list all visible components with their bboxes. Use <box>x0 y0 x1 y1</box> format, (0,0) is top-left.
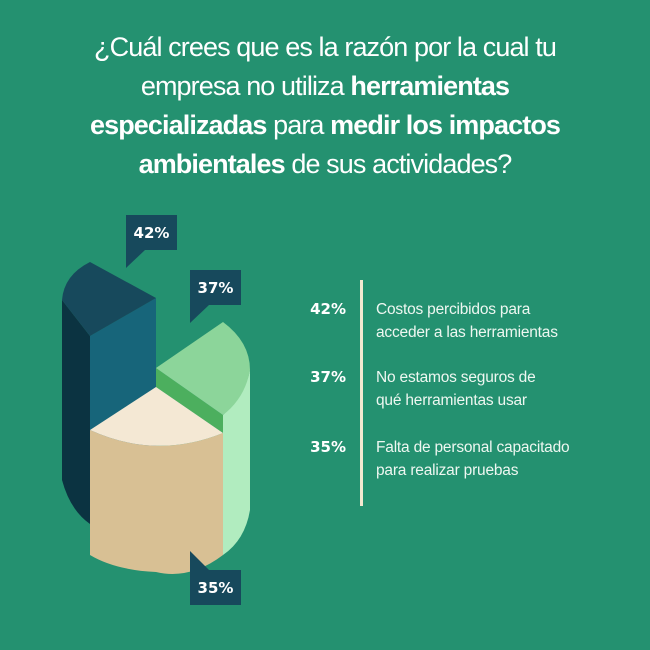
legend-divider <box>360 280 363 506</box>
title-segment: especializadas <box>89 110 267 140</box>
legend-line: para realizar pruebas <box>376 462 519 479</box>
slice-42-side <box>62 300 90 524</box>
title-segment: herramientas <box>350 71 510 101</box>
slice-35-top <box>90 387 223 446</box>
question-title: ¿Cuál crees que es la razón por la cual … <box>0 28 650 184</box>
callout-42: 42% <box>126 215 177 268</box>
title-segment: de sus actividades? <box>284 149 512 179</box>
title-segment: para <box>266 110 331 140</box>
legend-line: acceder a las herramientas <box>376 324 558 341</box>
legend-label: Falta de personal capacitado para realiza… <box>376 436 636 482</box>
callout-42-label: 42% <box>134 224 170 242</box>
title-segment: ¿Cuál crees que es la razón por la cual … <box>94 32 557 62</box>
legend-line: Costos percibidos para <box>376 301 531 318</box>
slice-37-side <box>223 370 250 555</box>
callout-42-box <box>126 215 177 268</box>
callout-35-box <box>190 551 241 605</box>
legend-line: Falta de personal capacitado <box>376 439 570 456</box>
title-segment: ambientales <box>138 149 286 179</box>
legend-pct: 42% <box>310 300 346 318</box>
legend-label: No estamos seguros de qué herramientas us… <box>376 366 636 412</box>
title-segment: medir los impactos <box>330 110 561 140</box>
slice-35-front <box>90 430 223 574</box>
title-segment: empresa no utiliza <box>140 71 351 101</box>
legend-pct: 35% <box>310 438 346 456</box>
callout-37-label: 37% <box>198 279 234 297</box>
callout-37: 37% <box>190 270 241 323</box>
slice-37-edge <box>156 368 223 433</box>
legend-pct: 37% <box>310 368 346 386</box>
slice-37-top <box>156 322 250 415</box>
slice-42-top <box>62 262 156 336</box>
legend-label: Costos percibidos para acceder a las herr… <box>376 298 636 344</box>
callout-37-box <box>190 270 241 323</box>
legend-line: qué herramientas usar <box>376 392 527 409</box>
callout-35: 35% <box>190 551 241 605</box>
callout-35-label: 35% <box>198 579 234 597</box>
legend-line: No estamos seguros de <box>376 369 536 386</box>
